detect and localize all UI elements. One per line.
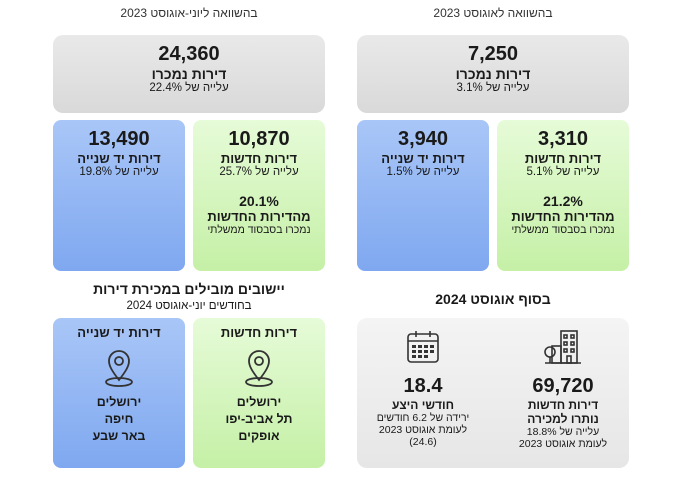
leading-second-city-1: ירושלים [96,395,142,409]
inventory-block: 69,720 דירות חדשות נותרו למכירה עלייה של… [497,328,629,450]
map-pin-icon [101,348,137,388]
summer-new-card: 10,870 דירות חדשות עלייה של 25.7% 20.1% … [193,120,325,271]
leading-new-city-1: ירושלים [236,395,282,409]
august-comparison-header: בהשוואה לאוגוסט 2023 [433,6,553,20]
summer-new-pct-label: מהדירות החדשות [207,209,311,224]
leading-second-city-3: באר שבע [92,429,146,443]
august-new-label: דירות חדשות [524,151,602,166]
leading-new-card: דירות חדשות ירושלים תל אביב-יפו אופקים [193,318,325,468]
summer-new-value: 10,870 [228,128,290,150]
summer-second-label: דירות יד שנייה [77,151,161,166]
inventory-label-2: נותרו למכירה [527,412,599,426]
inventory-note-1: עלייה של 18.8% [526,426,600,438]
august-total-card: 7,250 דירות נמכרו עלייה של 3.1% [357,35,629,113]
supply-months-block: 18.4 חודשי היצע ירידה של 6.2 חודשים לעומ… [357,328,489,448]
summer-new-change: עלייה של 25.7% [219,166,299,178]
summer-second-hand-card: 13,490 דירות יד שנייה עלייה של 19.8% [53,120,185,271]
summer-second-value: 13,490 [88,128,150,150]
summer-new-pct: 20.1% [239,193,279,209]
supply-months-note-3: (24.6) [409,436,437,448]
leading-new-label: דירות חדשות [220,325,298,340]
august-second-label: דירות יד שנייה [381,151,465,166]
inventory-label-1: דירות חדשות [527,398,599,412]
leading-new-city-2: תל אביב-יפו [225,412,293,426]
summer-total-value: 24,360 [158,43,220,65]
leading-second-label: דירות יד שנייה [77,325,161,340]
inventory-value: 69,720 [532,375,594,397]
august-second-hand-card: 3,940 דירות יד שנייה עלייה של 1.5% [357,120,489,271]
summer-comparison-header: בהשוואה ליוני-אוגוסט 2023 [120,6,258,20]
leading-cities-title: יישובים מובילים במכירת דירות [93,281,285,297]
august-new-pct-label: מהדירות החדשות [511,209,615,224]
august-total-change: עלייה של 3.1% [456,82,530,94]
summer-total-card: 24,360 דירות נמכרו עלייה של 22.4% [53,35,325,113]
august-second-change: עלייה של 1.5% [386,166,460,178]
supply-months-value: 18.4 [403,375,443,397]
end-of-august-title: בסוף אוגוסט 2024 [435,291,551,307]
august-new-value: 3,310 [537,128,589,150]
supply-months-note-2: לעומת אוגוסט 2023 [378,424,468,436]
august-new-pct-note: נמכרו בסבסוד ממשלתי [511,224,615,236]
inventory-note-2: לעומת אוגוסט 2023 [518,438,608,450]
august-new-change: עלייה של 5.1% [526,166,600,178]
august-second-value: 3,940 [397,128,449,150]
august-new-pct: 21.2% [543,193,583,209]
summer-total-label: דירות נמכרו [151,66,227,82]
summer-second-change: עלייה של 19.8% [79,166,159,178]
leading-second-hand-card: דירות יד שנייה ירושלים חיפה באר שבע [53,318,185,468]
leading-new-city-3: אופקים [238,429,280,443]
building-icon [543,328,583,366]
leading-second-city-2: חיפה [104,412,134,426]
august-total-label: דירות נמכרו [455,66,531,82]
august-new-card: 3,310 דירות חדשות עלייה של 5.1% 21.2% מה… [497,120,629,271]
end-of-august-panel [357,318,629,468]
summer-total-change: עלייה של 22.4% [149,82,229,94]
supply-months-note-1: ירידה של 6.2 חודשים [376,412,470,424]
summer-new-pct-note: נמכרו בסבסוד ממשלתי [207,224,311,236]
summer-new-label: דירות חדשות [220,151,298,166]
august-total-value: 7,250 [467,43,519,65]
map-pin-icon [241,348,277,388]
calendar-icon [405,328,441,366]
leading-cities-subtitle: בחודשים יוני-אוגוסט 2024 [126,300,252,312]
supply-months-label: חודשי היצע [391,398,455,412]
